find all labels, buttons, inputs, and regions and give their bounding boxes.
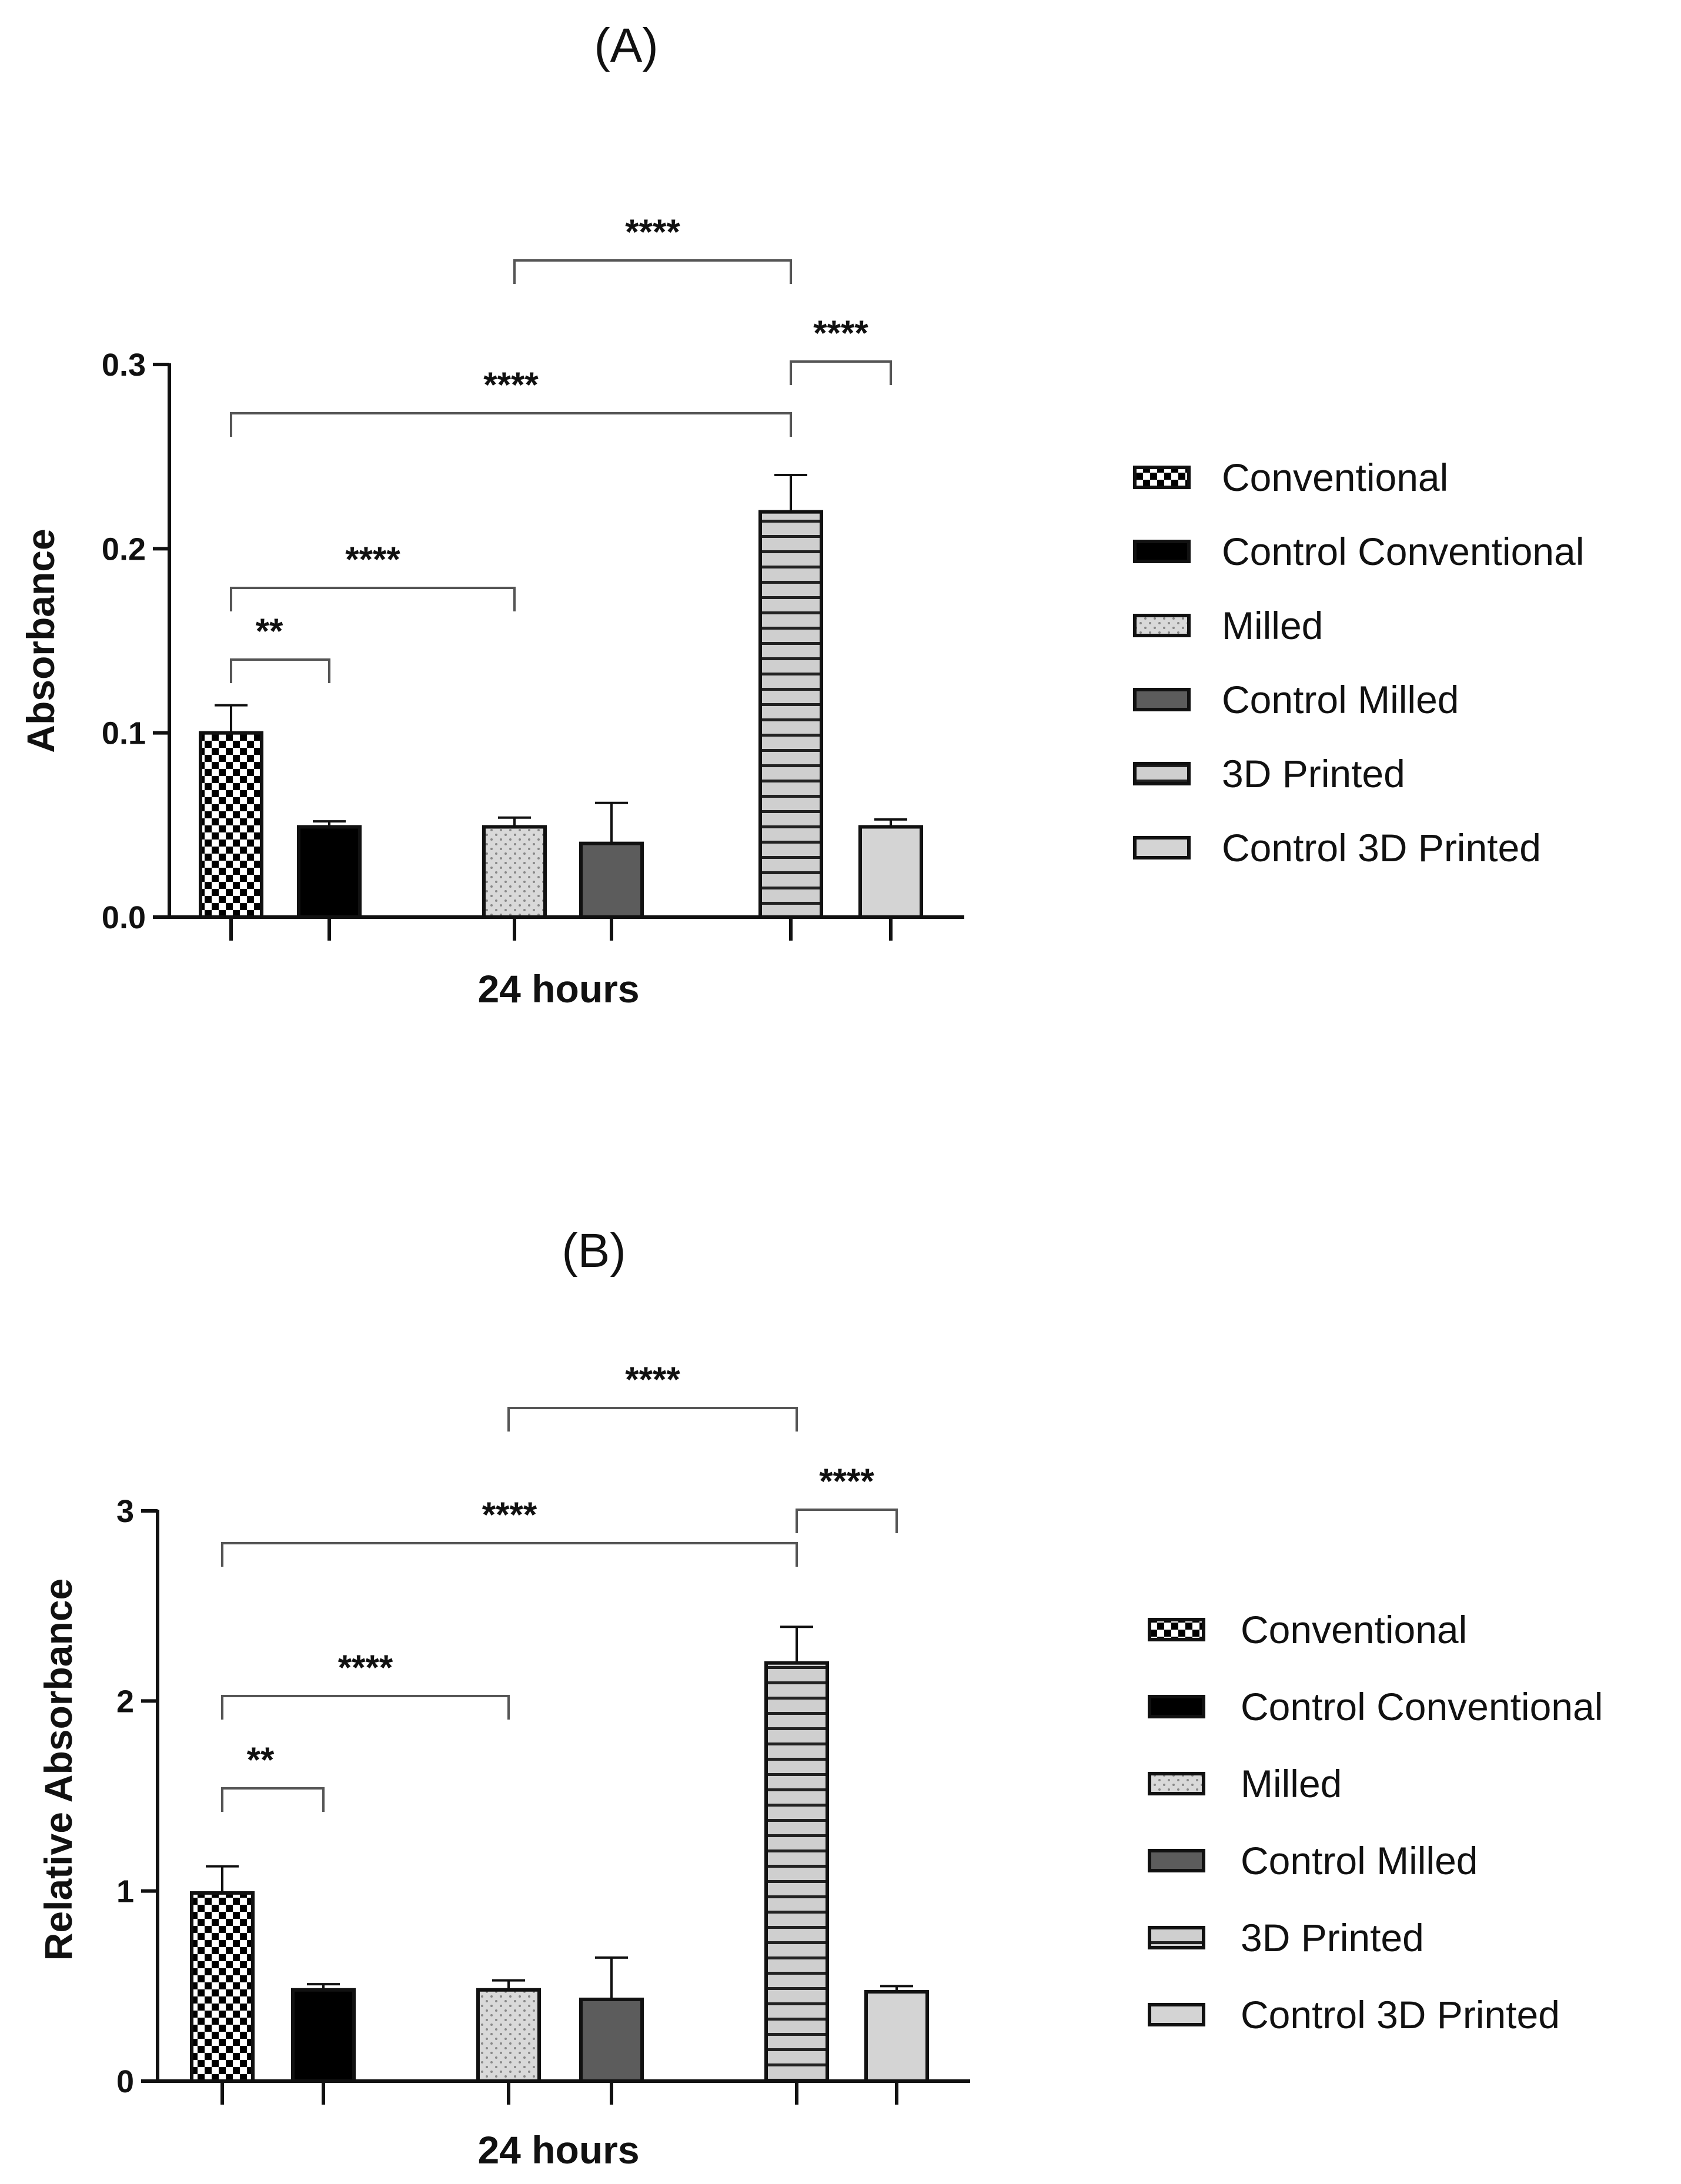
- legend-swatch: [1148, 1695, 1205, 1718]
- bars: [190, 1626, 929, 2083]
- significance-bracket: [221, 1695, 510, 1720]
- legend-label: Control Milled: [1222, 678, 1459, 721]
- legend-swatch: [1133, 688, 1191, 711]
- legend-label: Conventional: [1241, 1608, 1467, 1651]
- significance-label: ****: [813, 313, 868, 353]
- legend-label: Milled: [1241, 1762, 1342, 1805]
- legend-swatch: [1133, 614, 1191, 637]
- y-tick-label: 0.0: [102, 900, 146, 935]
- axes: [156, 1510, 970, 2105]
- legend-label: Control 3D Printed: [1241, 1993, 1560, 2036]
- bar-control-milled: [579, 1997, 644, 2083]
- y-tick-label: 3: [116, 1494, 134, 1529]
- x-axis-label: 24 hours: [477, 2128, 639, 2172]
- legend-swatch: [1148, 1926, 1205, 1949]
- legend-swatch: [1148, 1772, 1205, 1795]
- panel-title: (A): [594, 19, 658, 72]
- bar-milled: [476, 1988, 541, 2083]
- y-tick-label: 2: [116, 1684, 134, 1719]
- panel-a: (A) Absorbance 24 hours 0.00.10.20.3 ***…: [19, 19, 1584, 1011]
- bar-control-3d-printed: [864, 1990, 929, 2083]
- significance-label: ****: [625, 212, 680, 252]
- bar-3d-printed: [758, 510, 823, 919]
- legend-label: Control 3D Printed: [1222, 826, 1541, 869]
- y-tick-label: 0.1: [102, 716, 146, 751]
- significance-label: ****: [625, 1360, 680, 1399]
- significance-bracket: [796, 1509, 898, 1533]
- significance-label: ****: [483, 365, 539, 404]
- bars: [199, 474, 923, 919]
- x-axis-label: 24 hours: [477, 967, 639, 1011]
- bar-conventional: [190, 1891, 255, 2083]
- legend-swatch: [1133, 836, 1191, 859]
- significance-bracket: [513, 259, 792, 284]
- y-ticks: 0 1 2 3: [116, 1494, 158, 2099]
- panel-title: (B): [562, 1224, 626, 1277]
- significance-label: **: [247, 1740, 275, 1780]
- legend-label: Control Conventional: [1222, 530, 1584, 573]
- significance-brackets: ******************: [230, 212, 892, 683]
- significance-label: ****: [482, 1495, 537, 1534]
- significance-label: ****: [819, 1461, 874, 1501]
- legend-label: 3D Printed: [1241, 1916, 1424, 1959]
- significance-bracket: [230, 658, 330, 683]
- y-axis-label: Relative Absorbance: [36, 1578, 80, 1961]
- y-tick-label: 0.3: [102, 347, 146, 383]
- y-tick-label: 0: [116, 2064, 134, 2099]
- significance-bracket: [507, 1407, 798, 1432]
- bar-control-3d-printed: [858, 825, 923, 919]
- legend-swatch: [1133, 466, 1191, 489]
- y-tick-label: 0.2: [102, 531, 146, 567]
- legend-swatch: [1133, 762, 1191, 785]
- legend-label: Conventional: [1222, 456, 1448, 499]
- legend-label: Milled: [1222, 604, 1323, 647]
- legend: Conventional Control Conventional Milled Co…: [1133, 456, 1584, 869]
- bar-control-conventional: [297, 825, 362, 919]
- panel-b: (B) Relative Absorbance 24 hours 0 1 2 3 **…: [36, 1224, 1603, 2172]
- legend-swatch: [1148, 2003, 1205, 2026]
- axes: [168, 363, 964, 941]
- y-tick-label: 1: [116, 1874, 134, 1909]
- legend-label: Control Conventional: [1241, 1685, 1603, 1728]
- legend-label: Control Milled: [1241, 1839, 1478, 1882]
- legend-label: 3D Printed: [1222, 752, 1405, 795]
- legend-swatch: [1133, 540, 1191, 563]
- significance-label: **: [256, 611, 283, 651]
- bar-milled: [482, 825, 547, 919]
- bar-control-conventional: [291, 1988, 356, 2083]
- significance-bracket: [230, 587, 516, 611]
- bar-control-milled: [579, 841, 644, 919]
- significance-bracket: [230, 412, 792, 437]
- significance-label: ****: [338, 1648, 393, 1687]
- significance-label: ****: [345, 540, 400, 579]
- significance-bracket: [221, 1542, 798, 1567]
- legend-swatch: [1148, 1849, 1205, 1872]
- legend-swatch: [1148, 1618, 1205, 1641]
- significance-brackets: ******************: [221, 1360, 898, 1812]
- y-axis-label: Absorbance: [19, 529, 62, 752]
- significance-bracket: [790, 360, 892, 385]
- bar-3d-printed: [764, 1661, 829, 2083]
- bar-conventional: [199, 731, 263, 919]
- legend: Conventional Control Conventional Milled Co…: [1148, 1608, 1603, 2036]
- significance-bracket: [221, 1787, 325, 1812]
- y-ticks: 0.0 0.1 0.2 0.3: [102, 347, 169, 935]
